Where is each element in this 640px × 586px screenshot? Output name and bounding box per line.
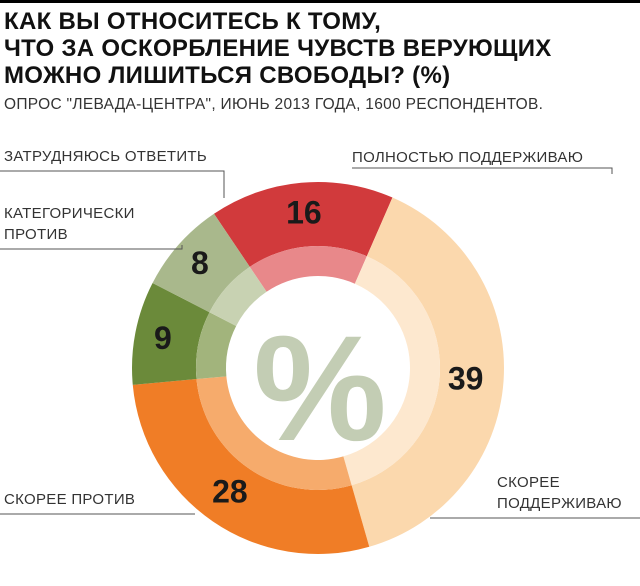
chart-subtitle: ОПРОС "ЛЕВАДА-ЦЕНТРА", ИЮНЬ 2013 ГОДА, 1… bbox=[4, 96, 544, 113]
leader-line-hard-to-say bbox=[0, 170, 225, 198]
center-percent-symbol: % bbox=[253, 304, 386, 472]
value-label-hard-to-say: 8 bbox=[191, 245, 209, 281]
title-line: МОЖНО ЛИШИТЬСЯ СВОБОДЫ? (%) bbox=[4, 62, 451, 89]
category-label-hard-to-say: ЗАТРУДНЯЮСЬ ОТВЕТИТЬ bbox=[4, 148, 207, 165]
value-labels: 16 39 28 9 8 bbox=[154, 195, 483, 510]
leader-line-categorically-against bbox=[0, 245, 183, 250]
outer-ring bbox=[132, 181, 505, 554]
slice-fully-support bbox=[213, 181, 393, 267]
title-line: ЧТО ЗА ОСКОРБЛЕНИЕ ЧУВСТВ ВЕРУЮЩИХ bbox=[4, 35, 552, 62]
category-label-fully-support: ПОЛНОСТЬЮ ПОДДЕРЖИВАЮ bbox=[352, 149, 583, 166]
inner-ring bbox=[196, 245, 441, 490]
leader-line-fully-support bbox=[352, 167, 613, 174]
leader-lines bbox=[0, 167, 640, 519]
value-label-fully-support: 16 bbox=[286, 195, 322, 231]
inner-slice-fully-support bbox=[249, 245, 367, 292]
inner-slice-rather-support bbox=[343, 256, 441, 486]
slice-categorically-against bbox=[132, 282, 210, 385]
category-label-categorically-against: КАТЕГОРИЧЕСКИ ПРОТИВ bbox=[4, 205, 135, 243]
inner-slice-hard-to-say bbox=[209, 266, 267, 326]
category-label-rather-support: СКОРЕЕ ПОДДЕРЖИВАЮ bbox=[497, 474, 622, 512]
inner-slice-categorically-against bbox=[196, 312, 237, 380]
title-line: КАК ВЫ ОТНОСИТЕСЬ К ТОМУ, bbox=[4, 8, 382, 35]
top-rule bbox=[0, 0, 640, 3]
slice-rather-support bbox=[351, 197, 505, 547]
value-label-rather-against: 28 bbox=[212, 474, 248, 510]
category-labels: ПОЛНОСТЬЮ ПОДДЕРЖИВАЮ СКОРЕЕ ПОДДЕРЖИВАЮ СК… bbox=[4, 148, 622, 512]
chart-title: КАК ВЫ ОТНОСИТЕСЬ К ТОМУ, ЧТО ЗА ОСКОРБЛ… bbox=[4, 8, 634, 89]
value-label-categorically-against: 9 bbox=[154, 320, 172, 356]
value-label-rather-support: 39 bbox=[448, 360, 484, 396]
slice-rather-against bbox=[132, 379, 370, 554]
slice-hard-to-say bbox=[152, 213, 250, 313]
category-label-rather-against: СКОРЕЕ ПРОТИВ bbox=[4, 491, 135, 508]
inner-slice-rather-against bbox=[196, 376, 352, 490]
